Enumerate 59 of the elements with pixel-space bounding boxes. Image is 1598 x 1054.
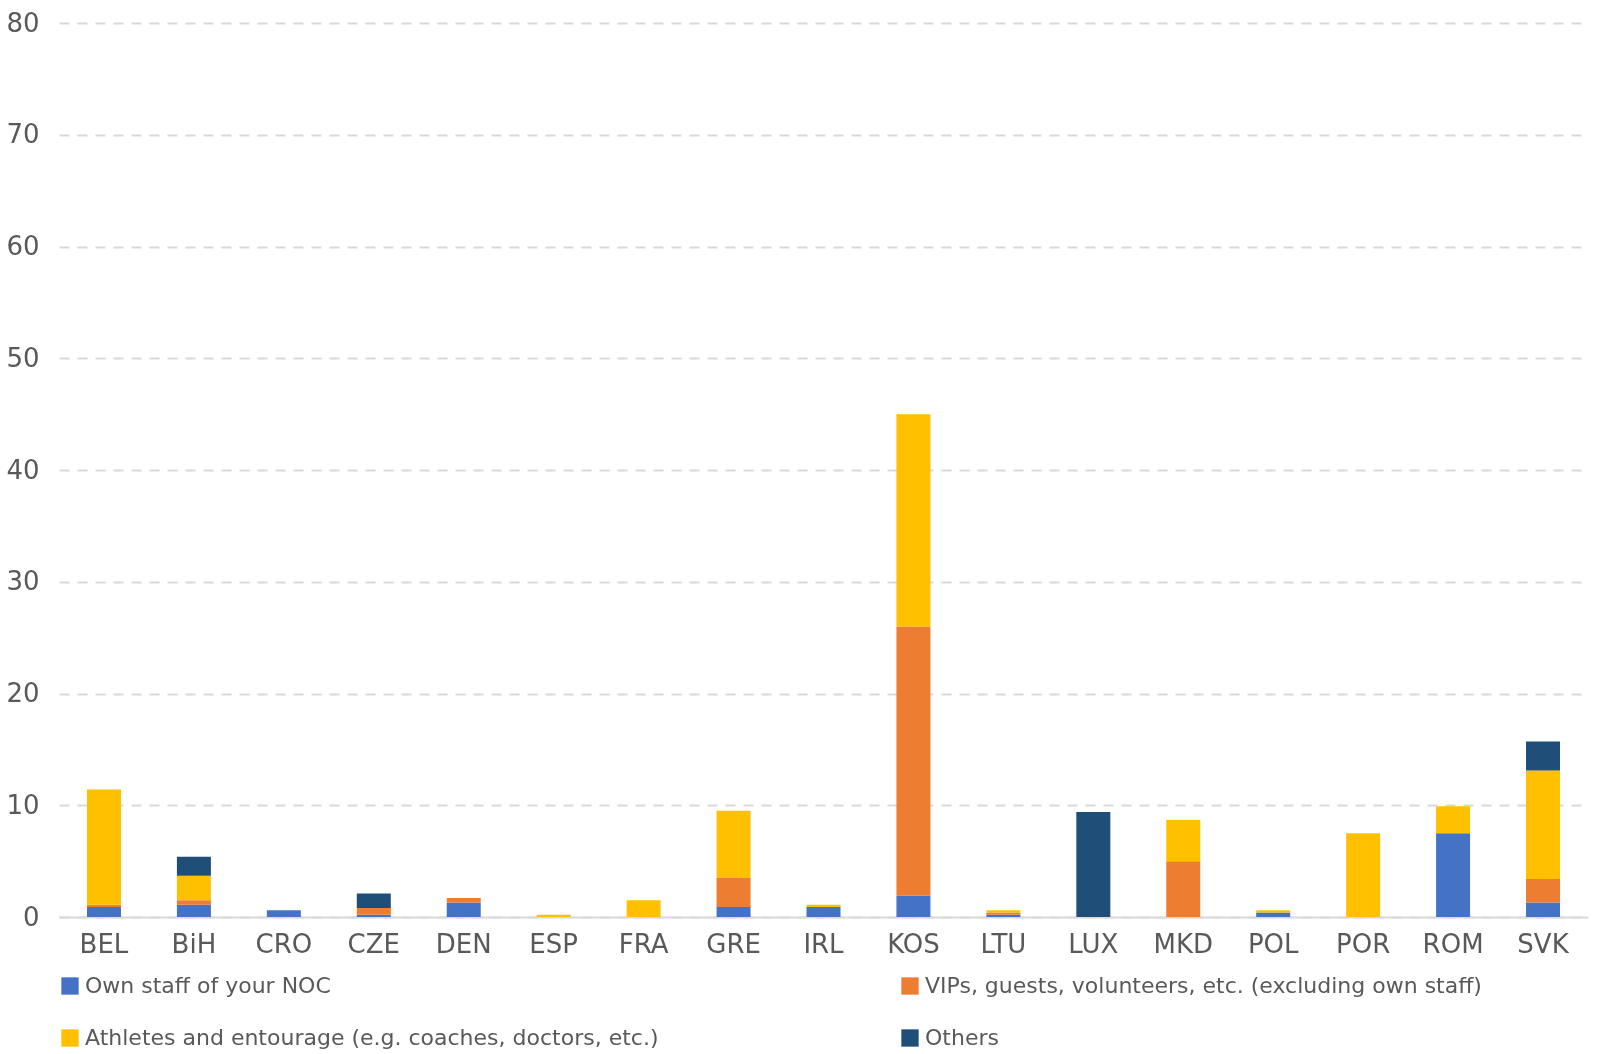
bar bbox=[1436, 833, 1471, 917]
bar bbox=[896, 414, 931, 627]
y-tick-label: 70 bbox=[6, 119, 40, 150]
x-tick-label: IRL bbox=[803, 928, 845, 959]
bar bbox=[1526, 902, 1561, 917]
legend-label: Others bbox=[925, 1025, 999, 1050]
bar bbox=[176, 856, 211, 876]
legend-label: Own staff of your NOC bbox=[85, 973, 331, 998]
y-tick-label: 20 bbox=[6, 678, 40, 708]
x-tick-label: GRE bbox=[706, 928, 761, 959]
x-tick-label: CZE bbox=[347, 928, 400, 959]
legend-label: VIPs, guests, volunteers, etc. (excluding own staff) bbox=[925, 973, 1482, 998]
x-tick-label: POL bbox=[1247, 928, 1300, 959]
bar bbox=[896, 626, 931, 896]
y-tick-label: 60 bbox=[6, 231, 40, 261]
x-tick-label: BEL bbox=[79, 928, 129, 959]
bar bbox=[1166, 861, 1201, 917]
x-tick-label: FRA bbox=[618, 928, 669, 959]
x-tick-label: LTU bbox=[980, 928, 1027, 959]
bar bbox=[176, 900, 211, 905]
x-tick-label: DEN bbox=[435, 928, 492, 959]
bar bbox=[806, 906, 841, 917]
bar bbox=[446, 902, 481, 917]
bar bbox=[1526, 741, 1561, 771]
bar bbox=[176, 875, 211, 901]
y-tick-label: 30 bbox=[6, 566, 40, 597]
x-tick-label: BiH bbox=[171, 928, 217, 959]
bar bbox=[266, 910, 301, 917]
bar bbox=[716, 877, 751, 907]
bar bbox=[1526, 879, 1561, 903]
x-tick-label: ESP bbox=[529, 928, 578, 959]
y-tick-label: 80 bbox=[6, 7, 40, 38]
x-tick-label: LUX bbox=[1068, 928, 1119, 959]
x-tick-label: CRO bbox=[255, 928, 313, 959]
bar bbox=[626, 900, 661, 917]
bar bbox=[1346, 833, 1381, 917]
y-tick-label: 0 bbox=[22, 901, 40, 932]
bar bbox=[356, 908, 391, 915]
bar bbox=[1256, 910, 1291, 913]
bar bbox=[1526, 770, 1561, 880]
x-tick-label: ROM bbox=[1422, 928, 1484, 959]
x-tick-label: POR bbox=[1336, 928, 1391, 959]
bar bbox=[356, 893, 391, 909]
bar bbox=[1166, 819, 1201, 862]
x-tick-label: SVK bbox=[1517, 928, 1570, 959]
y-tick-label: 10 bbox=[6, 789, 40, 820]
legend-label: Athletes and entourage (e.g. coaches, doctors, etc.) bbox=[85, 1025, 659, 1050]
y-tick-label: 40 bbox=[6, 454, 40, 485]
bar bbox=[716, 810, 751, 878]
bar bbox=[86, 789, 121, 905]
bar bbox=[716, 906, 751, 917]
y-tick-label: 50 bbox=[6, 342, 40, 373]
bar bbox=[176, 904, 211, 917]
x-tick-label: MKD bbox=[1153, 928, 1214, 959]
bar bbox=[1436, 806, 1471, 834]
bar bbox=[1076, 811, 1111, 917]
bar bbox=[896, 895, 931, 917]
x-tick-label: KOS bbox=[887, 928, 940, 959]
bar bbox=[86, 906, 121, 917]
